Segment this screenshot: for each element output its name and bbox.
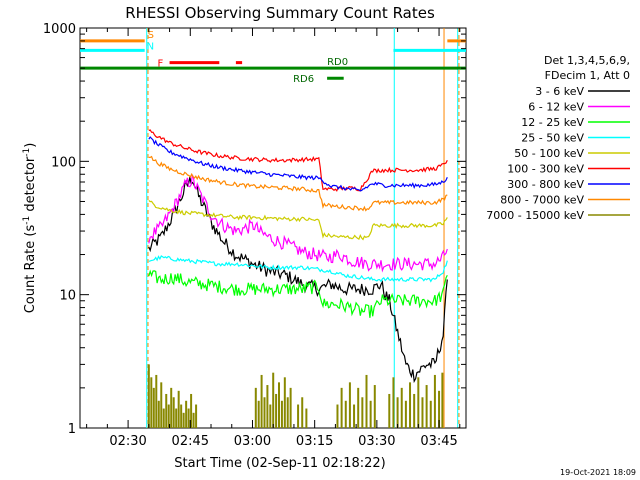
status-label-RD0: RD0 [327,57,348,68]
y-axis-label-post: ) [23,143,38,148]
series-line-6 [148,136,448,192]
series-lines [148,129,448,384]
legend-label-3: 25 - 50 keV [521,132,584,145]
status-label-RD6: RD6 [293,74,314,85]
series-line-2 [148,269,448,318]
y-tick-label-2: 100 [51,155,76,170]
footer-date: 19-Oct-2021 18:09 [560,468,636,477]
legend-header-1: Det 1,3,4,5,6,9, [544,54,630,67]
x-axis-label: Start Time (02-Sep-11 02:18:22) [174,456,385,471]
plot-frame [79,27,467,429]
y-axis-label-pre: Count Rate (s [23,225,38,314]
x-tick-label-4: 03:30 [358,434,395,449]
legend-label-2: 12 - 25 keV [521,116,584,129]
chart-title: RHESSI Observing Summary Count Rates [125,4,435,22]
status-label-N: N [147,41,154,52]
legend-label-1: 6 - 12 keV [528,101,584,114]
y-axis-label-mid: detector [23,156,38,216]
series-line-4 [148,199,448,241]
attenuator-spikes [147,364,444,428]
y-axis-label-sup2: -1 [22,148,32,157]
status-label-F: F [158,59,164,70]
x-tick-label-3: 03:15 [296,434,333,449]
legend-label-7: 800 - 7000 keV [500,194,584,207]
legend-items: 3 - 6 keV 6 - 12 keV 12 - 25 keV 25 - 50 ke… [486,85,630,222]
legend-label-5: 100 - 300 keV [507,163,584,176]
vertical-markers [146,28,460,428]
status-bars: SNF RD0 RD6 [80,30,466,85]
y-tick-label-1: 10 [59,289,76,304]
legend-label-0: 3 - 6 keV [535,85,584,98]
series-line-5 [148,129,448,192]
legend-label-6: 300 - 800 keV [507,178,584,191]
legend: Det 1,3,4,5,6,9, FDecim 1, Att 0 3 - 6 k… [486,54,630,222]
y-tick-label-0: 1 [68,422,76,437]
x-tick-label-0: 02:30 [109,434,146,449]
series-line-3 [148,255,448,283]
series-line-7 [148,155,448,212]
plot-area: SNF RD0 RD6 02:30 02:45 03:00 03:15 03:30 03:45… [43,22,467,449]
status-label-S: S [148,30,154,41]
x-tick-label-5: 03:45 [420,434,457,449]
y-axis-label: Count Rate (s-1 detector-1) [22,143,38,314]
legend-label-4: 50 - 100 keV [514,147,584,160]
y-tick-label-3: 1000 [43,22,76,37]
x-tick-label-1: 02:45 [172,434,209,449]
x-tick-label-2: 03:00 [234,434,271,449]
series-line-1 [148,174,448,273]
y-axis: 1 10 100 1000 [43,22,466,437]
legend-header-2: FDecim 1, Att 0 [545,69,630,82]
legend-label-8: 7000 - 15000 keV [486,209,584,222]
y-axis-label-sup1: -1 [22,216,32,225]
x-axis: 02:30 02:45 03:00 03:15 03:30 03:45 [86,28,461,449]
series-line-0 [148,176,448,384]
